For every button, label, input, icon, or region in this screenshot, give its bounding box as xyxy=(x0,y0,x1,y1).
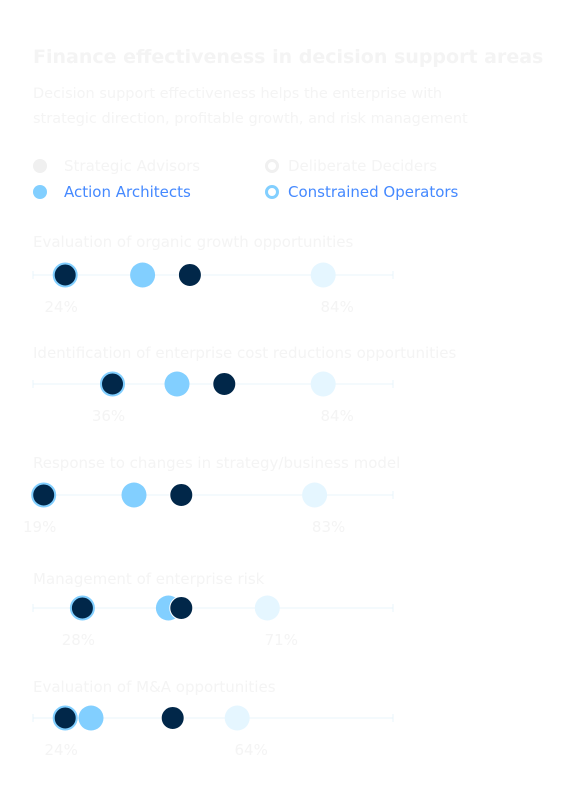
row-title: Management of enterprise risk xyxy=(33,570,265,588)
data-point-dark xyxy=(160,706,185,730)
chart-subtitle: Decision support effectiveness helps the… xyxy=(33,86,468,127)
data-point-dark xyxy=(177,263,202,287)
legend-item-constrained-operators: Constrained Operators xyxy=(265,183,458,201)
legend-item-deliberate-deciders: Deliberate Deciders xyxy=(265,157,437,175)
max-value-label: 84% xyxy=(321,298,354,316)
min-value-label: 19% xyxy=(23,518,56,536)
data-point-dark-outlined xyxy=(31,482,57,508)
data-point-light xyxy=(224,705,250,731)
row-title: Evaluation of M&A opportunities xyxy=(33,678,276,696)
data-point-light xyxy=(310,371,336,397)
max-value-label: 84% xyxy=(321,407,354,425)
data-point-dark-outlined xyxy=(69,595,95,621)
data-point-dark xyxy=(212,372,237,396)
data-point-action-architects xyxy=(121,482,147,508)
chart-title: Finance effectiveness in decision suppor… xyxy=(33,46,544,68)
max-value-label: 64% xyxy=(235,741,268,759)
data-point-dark-outlined xyxy=(100,371,125,397)
legend-swatch-filled xyxy=(33,159,47,173)
min-value-label: 28% xyxy=(62,631,95,649)
min-value-label: 36% xyxy=(92,407,125,425)
legend-label: Strategic Advisors xyxy=(64,157,201,175)
legend-swatch-ring xyxy=(265,159,279,173)
min-value-label: 24% xyxy=(45,298,78,316)
row-title: Identification of enterprise cost reduct… xyxy=(33,344,457,362)
legend-label: Action Architects xyxy=(64,183,191,201)
row-title: Response to changes in strategy/business… xyxy=(33,454,401,472)
legend-item-action-architects: Action Architects xyxy=(33,183,191,201)
data-point-dark xyxy=(169,596,194,620)
max-value-label: 83% xyxy=(312,518,345,536)
legend-label: Constrained Operators xyxy=(288,183,459,201)
data-point-dark-outlined xyxy=(52,262,78,288)
max-value-label: 71% xyxy=(265,631,298,649)
legend-item-strategic-advisors: Strategic Advisors xyxy=(33,157,200,175)
data-point-light xyxy=(254,595,280,621)
data-point-light xyxy=(310,262,336,288)
data-point-action-architects xyxy=(130,262,156,288)
data-point-action-architects xyxy=(164,371,190,397)
min-value-label: 24% xyxy=(45,741,78,759)
data-point-dark xyxy=(169,483,194,507)
legend-swatch-ring xyxy=(265,185,279,199)
legend-label: Deliberate Deciders xyxy=(288,157,438,175)
data-point-dark-outlined xyxy=(52,705,78,731)
data-point-light xyxy=(302,482,328,508)
data-point-action-architects xyxy=(78,705,104,731)
row-title: Evaluation of organic growth opportuniti… xyxy=(33,233,354,251)
legend-swatch-filled xyxy=(33,185,47,199)
